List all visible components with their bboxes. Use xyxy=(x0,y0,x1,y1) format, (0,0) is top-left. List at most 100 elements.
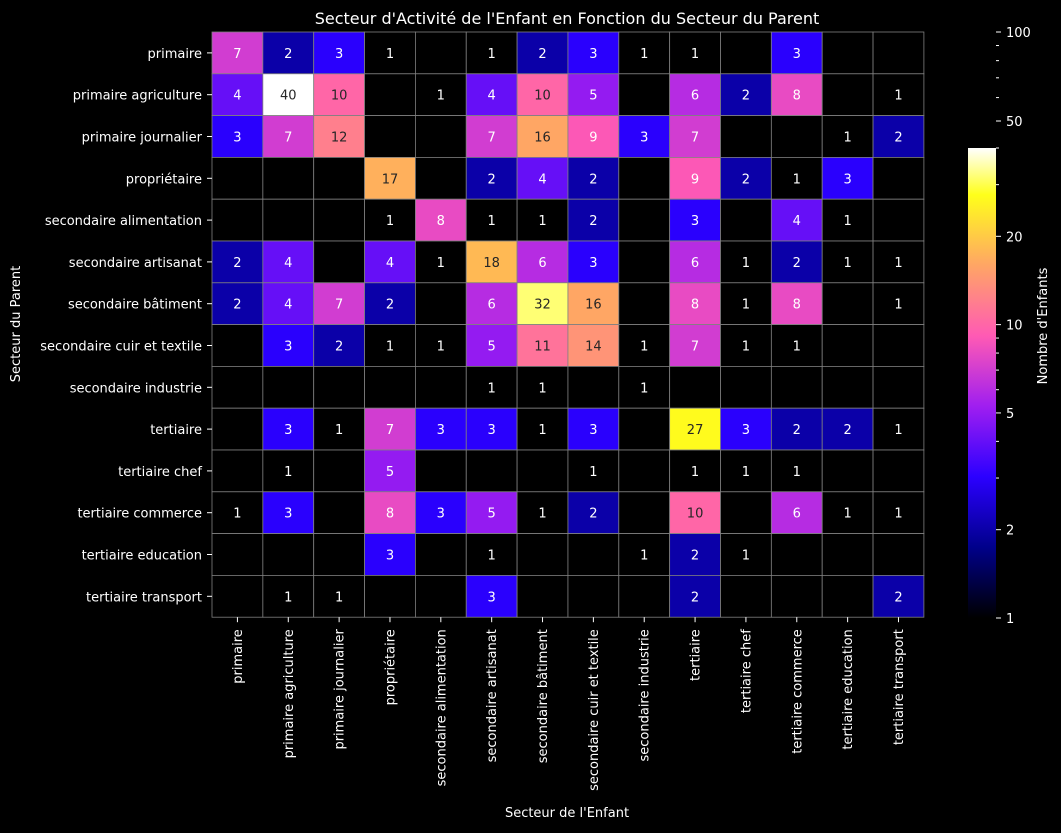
heatmap-cell xyxy=(262,491,315,534)
heatmap-cell xyxy=(669,115,721,158)
heatmap-cell xyxy=(618,365,671,409)
cell-value-label: 1 xyxy=(793,340,801,355)
cell-value-label: 2 xyxy=(691,549,699,564)
y-tick-label: tertiaire chef xyxy=(118,465,202,480)
heatmap-cell xyxy=(720,198,772,242)
heatmap-cell xyxy=(872,533,925,576)
cell-value-label: 3 xyxy=(284,423,292,438)
heatmap-cell xyxy=(821,282,874,325)
cell-value-label: 3 xyxy=(589,423,597,438)
cell-value-label: 1 xyxy=(793,465,801,480)
cell-value-label: 3 xyxy=(386,549,394,564)
heatmap-cell xyxy=(618,282,671,325)
heatmap-cell xyxy=(262,198,315,242)
cell-value-label: 2 xyxy=(793,256,801,271)
heatmap-cell xyxy=(567,240,620,284)
cell-value-label: 1 xyxy=(894,423,902,438)
heatmap-cell xyxy=(313,324,365,367)
heatmap-cell xyxy=(872,324,925,367)
x-tick-label: secondaire artisanat xyxy=(485,629,500,762)
x-tick-label: secondaire cuir et textile xyxy=(587,629,602,791)
cell-value-label: 2 xyxy=(742,89,750,104)
heatmap-cell xyxy=(567,115,620,158)
heatmap-cell xyxy=(770,533,823,576)
colorbar-tick-label: 10 xyxy=(1006,319,1023,334)
cell-value-label: 2 xyxy=(691,590,699,605)
heatmap-cell xyxy=(211,365,264,409)
cell-value-label: 16 xyxy=(585,298,602,313)
cell-value-label: 2 xyxy=(894,590,902,605)
heatmap-cell xyxy=(618,73,671,117)
cell-value-label: 1 xyxy=(386,340,394,355)
cell-value-label: 1 xyxy=(538,381,546,396)
heatmap-cell xyxy=(516,491,569,534)
heatmap-cell xyxy=(669,365,721,409)
cell-value-label: 1 xyxy=(335,423,343,438)
cell-value-label: 5 xyxy=(488,507,496,522)
cell-value-label: 9 xyxy=(691,172,699,187)
heatmap-cell xyxy=(669,198,721,242)
heatmap-cell xyxy=(364,198,416,242)
x-axis-label: Secteur de l'Enfant xyxy=(505,806,629,821)
heatmap-cell xyxy=(770,73,823,117)
colorbar: 1 2 5 10 20 50 100 Nombre d'Enfants xyxy=(968,26,1051,627)
heatmap-cell xyxy=(465,575,518,618)
heatmap-cell xyxy=(618,449,671,493)
cell-value-label: 4 xyxy=(233,89,241,104)
heatmap-cell xyxy=(567,449,620,493)
cell-value-label: 2 xyxy=(843,423,851,438)
heatmap-cell xyxy=(262,240,315,284)
cell-value-label: 1 xyxy=(538,507,546,522)
heatmap-cell xyxy=(770,198,823,242)
cell-value-label: 10 xyxy=(687,507,704,522)
cell-value-label: 1 xyxy=(742,465,750,480)
x-tick-label: secondaire alimentation xyxy=(434,629,449,786)
heatmap-cell xyxy=(821,449,874,493)
heatmap-cell xyxy=(618,115,671,158)
cell-value-label: 1 xyxy=(640,47,648,62)
heatmap-cell xyxy=(313,240,365,284)
x-tick-labels: primaire primaire agriculture primaire jou… xyxy=(231,617,907,791)
heatmap-cell xyxy=(313,449,365,493)
heatmap-cell xyxy=(414,533,467,576)
cell-value-label: 3 xyxy=(488,423,496,438)
y-tick-label: secondaire industrie xyxy=(70,381,202,396)
heatmap-cell xyxy=(618,156,671,200)
heatmap-cell xyxy=(364,73,416,117)
cell-value-label: 5 xyxy=(488,340,496,355)
cell-value-label: 1 xyxy=(437,89,445,104)
x-tick-label: tertiaire education xyxy=(841,629,856,749)
y-tick-label: primaire journalier xyxy=(82,131,203,146)
heatmap-cell xyxy=(262,282,315,325)
heatmap-cell xyxy=(720,240,772,284)
cell-value-label: 1 xyxy=(742,549,750,564)
heatmap-cell xyxy=(669,324,721,367)
cell-value-label: 7 xyxy=(691,340,699,355)
heatmap-cell xyxy=(720,115,772,158)
heatmap-cell xyxy=(211,198,264,242)
heatmap-cell xyxy=(821,407,874,451)
cell-value-label: 1 xyxy=(691,47,699,62)
cell-value-label: 3 xyxy=(488,590,496,605)
cell-value-label: 1 xyxy=(843,507,851,522)
heatmap-cell xyxy=(720,575,772,618)
cell-value-label: 1 xyxy=(894,507,902,522)
heatmap-cell xyxy=(720,365,772,409)
heatmap-cell xyxy=(262,73,315,117)
heatmap-cell xyxy=(567,407,620,451)
heatmap-cell xyxy=(465,449,518,493)
x-tick-label: propriétaire xyxy=(383,629,398,705)
cell-value-label: 1 xyxy=(843,131,851,146)
cell-value-label: 4 xyxy=(284,256,292,271)
heatmap-cell xyxy=(313,533,365,576)
cell-value-label: 1 xyxy=(742,298,750,313)
y-tick-label: tertiaire commerce xyxy=(77,507,202,522)
heatmap-cell xyxy=(872,156,925,200)
cell-value-label: 1 xyxy=(640,340,648,355)
heatmap-cell xyxy=(211,407,264,451)
heatmap-cell xyxy=(618,31,671,75)
x-tick-label: tertiaire xyxy=(689,629,704,681)
heatmap-cell xyxy=(821,31,874,75)
